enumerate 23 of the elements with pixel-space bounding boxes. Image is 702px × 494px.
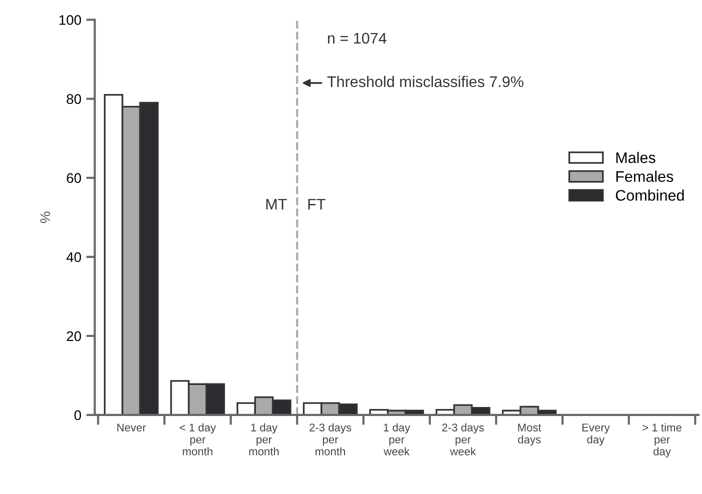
annotation: Threshold misclassifies 7.9% — [327, 76, 524, 88]
annotation: n = 1074 — [328, 32, 386, 44]
x-tick-label: < 1 day per month — [180, 423, 216, 456]
x-tick-label: Most days — [518, 424, 542, 446]
y-tick-label: 60 — [66, 173, 82, 184]
y-tick-label: 20 — [66, 331, 82, 342]
x-tick-label: 2-3 days per month — [310, 423, 352, 456]
x-tick-label: 1 day per week — [384, 423, 410, 456]
x-tick-label: 2-3 days per week — [442, 423, 484, 456]
y-tick-label: 40 — [66, 252, 82, 262]
y-tick-label: 80 — [66, 94, 82, 104]
y-tick-label: 100 — [59, 15, 82, 25]
x-tick-label: 1 day per month — [249, 423, 279, 456]
legend-label: Males — [616, 152, 656, 164]
x-tick-label: Every day — [582, 424, 610, 446]
legend-label: Females — [616, 170, 674, 182]
annotation: FT — [308, 198, 326, 210]
x-tick-label: Never — [117, 424, 146, 432]
y-tick-label: 0 — [74, 410, 82, 420]
y-axis-title: % — [40, 212, 50, 224]
annotation: MT — [266, 198, 287, 210]
legend-label: Combined — [616, 190, 684, 201]
x-tick-label: > 1 time per day — [642, 423, 682, 458]
